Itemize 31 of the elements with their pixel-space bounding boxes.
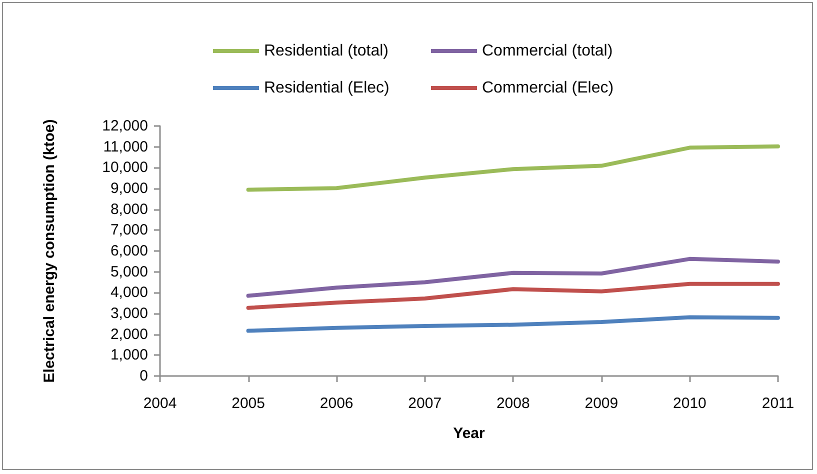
y-tick-label: 10,000 [102,159,148,176]
y-tick-label: 0 [140,368,148,384]
y-tick-label: 2,000 [110,326,148,343]
x-tick-label: 2005 [232,395,265,412]
legend-label: Commercial (total) [482,42,613,60]
y-tick-label: 1,000 [110,346,148,364]
line-series [246,144,780,192]
x-tick-label: 2011 [762,395,794,412]
line-series [246,315,780,333]
legend-label: Commercial (Elec) [482,80,614,96]
x-tick-label: 2009 [584,395,618,412]
y-tick-label: 6,000 [110,242,148,260]
y-tick-label: 11,000 [103,138,148,156]
x-axis-title: Year [453,425,486,442]
line-series [246,282,780,310]
legend-label: Residential (total) [264,42,388,60]
y-tick-label: 8,000 [110,200,148,218]
x-tick-label: 2004 [143,395,177,412]
y-tick-label: 9,000 [110,180,148,197]
line-series [246,256,780,298]
x-tick-label: 2010 [673,395,706,412]
y-tick-label: 4,000 [110,284,148,302]
x-tick-label: 2007 [408,395,442,412]
y-tick-label: 12,000 [102,118,148,134]
x-tick-label: 2006 [320,395,354,412]
legend-label: Residential (Elec) [264,80,390,96]
x-tick-label: 2008 [496,395,530,412]
y-tick-label: 3,000 [110,305,148,322]
y-tick-label: 7,000 [110,222,148,239]
y-axis-title: Electrical energy consumption (ktoe) [41,119,58,383]
y-tick-label: 5,000 [110,263,148,280]
